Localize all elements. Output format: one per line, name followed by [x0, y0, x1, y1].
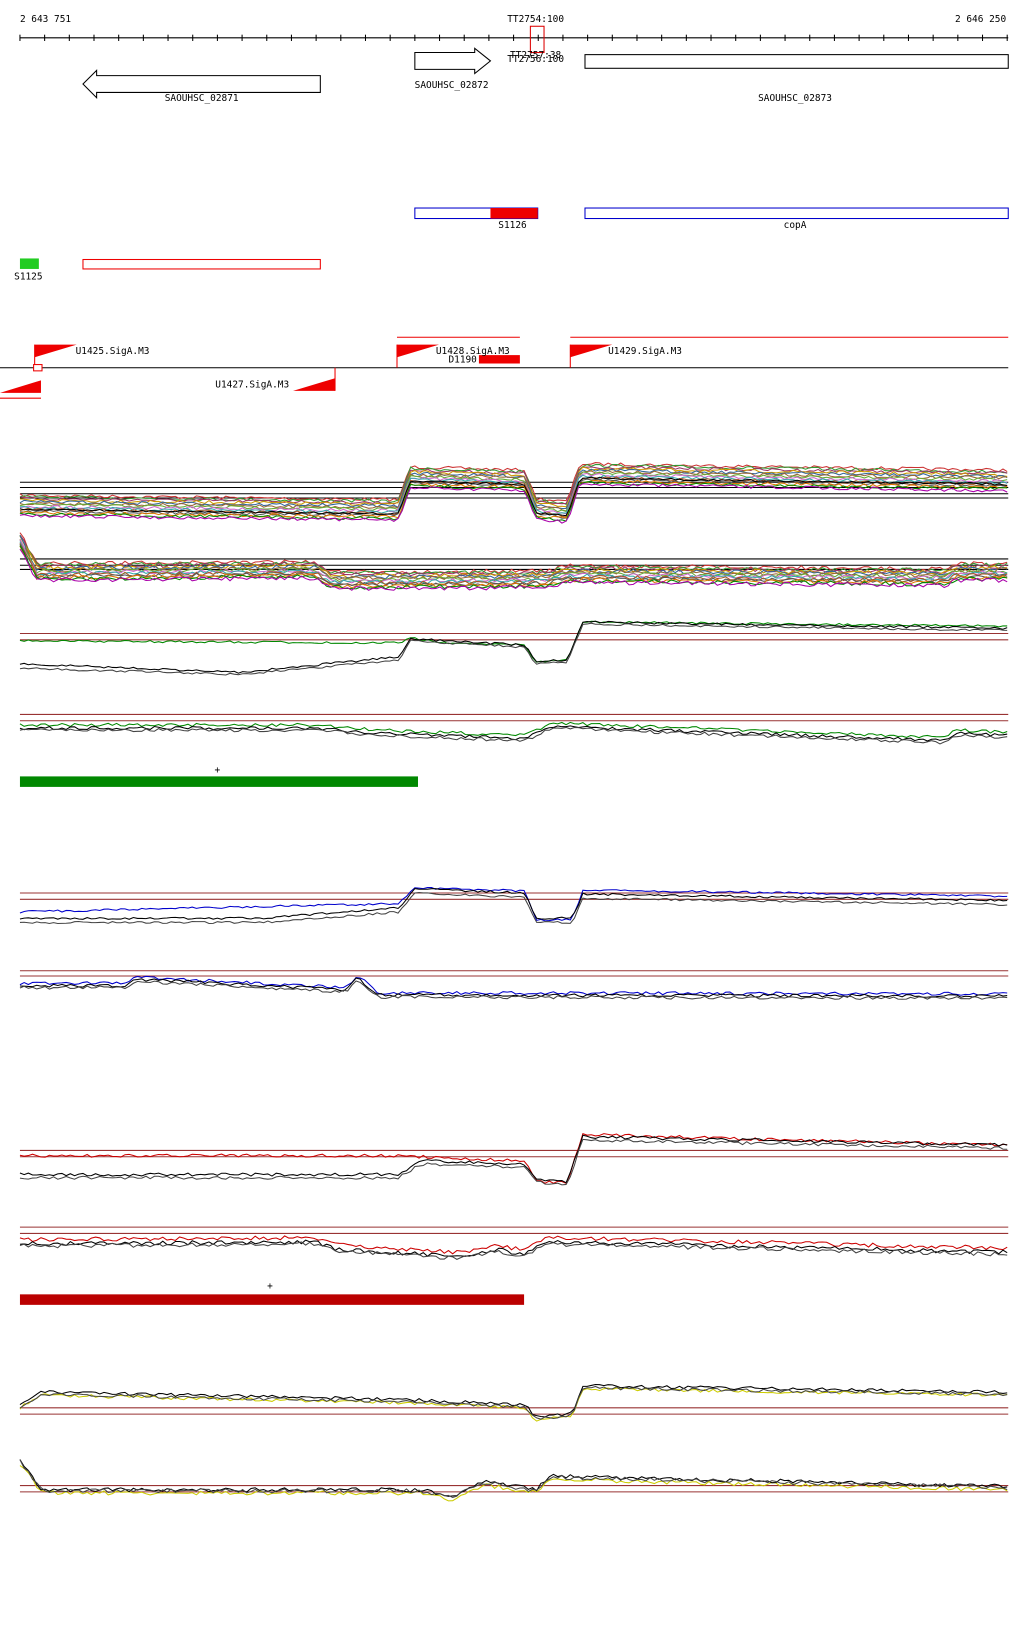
- trace: [19, 620, 1008, 663]
- trace: [19, 548, 1008, 591]
- promoter-flag: [396, 344, 440, 358]
- feature-label: copA: [784, 220, 807, 231]
- trace: [19, 1383, 1008, 1418]
- promoter-label: U1429.SigA.M3: [608, 346, 682, 357]
- gene-arrow: [414, 47, 492, 75]
- trace: [19, 1235, 1008, 1255]
- ruler-center: TT2754:100: [507, 14, 564, 25]
- gene-label: SAOUHSC_02871: [165, 93, 239, 104]
- trace: [19, 620, 1008, 674]
- marker: +: [215, 765, 221, 776]
- trace: [19, 483, 1008, 524]
- marker: +: [267, 1281, 273, 1292]
- trace: [19, 534, 1008, 576]
- trace: [19, 980, 1008, 1000]
- trace: [19, 1239, 1008, 1257]
- terminator-box: [529, 25, 545, 54]
- promoter-fill: [478, 355, 520, 364]
- trace: [19, 888, 1008, 920]
- ruler: 2 643 751 TT2754:100 2 646 250 TT2757:38…: [19, 14, 1009, 65]
- promoter-flag: [570, 344, 613, 358]
- trace: [19, 466, 1008, 508]
- trace: [19, 887, 1008, 922]
- feature-box: [82, 258, 321, 270]
- trace: [19, 468, 1008, 510]
- promoters: U1425.SigA.M3 U1428.SigA.M3 U1429.SigA.M…: [0, 336, 1009, 399]
- trace: [19, 622, 1008, 676]
- promoter-label: U1428.SigA.M3: [436, 346, 510, 357]
- ruler-start: 2 643 751: [20, 14, 71, 25]
- promoter-label: U1427.SigA.M3: [215, 380, 289, 391]
- region-bar: [19, 1294, 525, 1305]
- overlap-label: TT2757:38: [510, 50, 561, 61]
- overlap-label: TT2756:100: [507, 54, 564, 65]
- trace: [19, 462, 1008, 502]
- trace: [19, 1138, 1008, 1186]
- features: S1126 copA S1125: [14, 207, 1009, 282]
- genes: SAOUHSC_02871 SAOUHSC_02872 SAOUHSC_0287…: [82, 47, 1009, 104]
- trace: [19, 977, 1008, 998]
- trace: [19, 480, 1008, 522]
- feature-fill: [19, 258, 39, 269]
- trace: [19, 1133, 1008, 1184]
- expression-traces: [19, 462, 1009, 1502]
- region-bar: [19, 776, 419, 787]
- trace: [19, 476, 1008, 517]
- gene-label: SAOUHSC_02872: [415, 80, 489, 91]
- trace: [19, 463, 1008, 505]
- gene-arrow: [82, 69, 321, 99]
- promoter-box: [33, 364, 43, 372]
- gene-label: SAOUHSC_02873: [758, 93, 832, 104]
- trace: [19, 471, 1008, 513]
- promoter-flag: [0, 380, 41, 393]
- feature-label: S1126: [498, 220, 527, 231]
- bars: + +: [19, 765, 525, 1305]
- promoter-label: D1190: [448, 354, 477, 365]
- trace: [19, 1465, 1008, 1502]
- trace: [19, 1459, 1008, 1498]
- ruler-end: 2 646 250: [955, 14, 1006, 25]
- trace: [19, 725, 1008, 742]
- promoter-flag: [34, 344, 77, 358]
- trace: [19, 726, 1008, 745]
- trace: [19, 470, 1008, 512]
- trace: [19, 1385, 1008, 1420]
- promoter-label: U1425.SigA.M3: [76, 346, 150, 357]
- trace: [19, 474, 1008, 515]
- feature-fill: [490, 208, 538, 219]
- trace: [19, 1387, 1008, 1422]
- promoter-flag: [293, 378, 336, 391]
- trace: [19, 1241, 1008, 1260]
- trace: [19, 721, 1008, 739]
- trace: [19, 891, 1008, 925]
- gene-box: [584, 54, 1009, 69]
- feature-label: S1125: [14, 271, 42, 282]
- trace: [19, 539, 1008, 581]
- trace: [19, 1134, 1008, 1184]
- trace: [19, 539, 1008, 583]
- feature-box: [584, 207, 1009, 220]
- trace: [19, 975, 1008, 996]
